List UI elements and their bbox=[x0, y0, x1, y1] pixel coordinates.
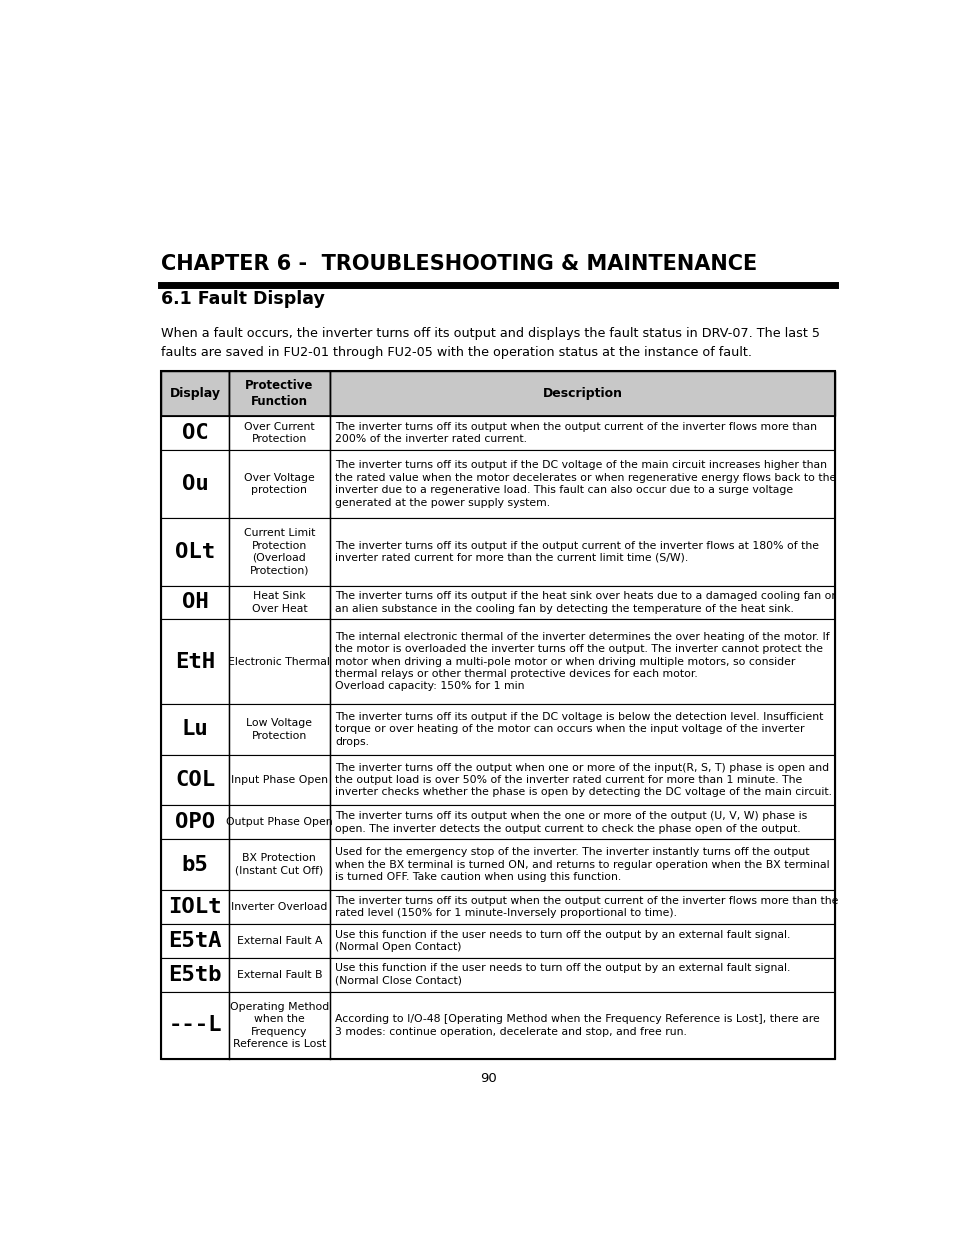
Text: According to I/O-48 [Operating Method when the Frequency Reference is Lost], the: According to I/O-48 [Operating Method wh… bbox=[335, 1014, 819, 1036]
Bar bbox=[229, 924, 330, 957]
Text: The inverter turns off the output when one or more of the input(R, S, T) phase i: The inverter turns off the output when o… bbox=[335, 763, 831, 798]
Bar bbox=[229, 840, 330, 890]
Text: Current Limit
Protection
(Overload
Protection): Current Limit Protection (Overload Prote… bbox=[243, 529, 314, 576]
Bar bbox=[161, 620, 229, 704]
Text: Protective
Function: Protective Function bbox=[245, 379, 314, 408]
Bar bbox=[330, 992, 834, 1060]
Bar bbox=[330, 805, 834, 840]
Bar bbox=[229, 704, 330, 755]
Text: External Fault B: External Fault B bbox=[236, 969, 322, 979]
Bar bbox=[330, 585, 834, 620]
Bar bbox=[161, 704, 229, 755]
Text: The inverter turns off its output if the output current of the inverter flows at: The inverter turns off its output if the… bbox=[335, 541, 819, 563]
Text: OH: OH bbox=[181, 593, 208, 613]
Bar bbox=[330, 370, 834, 416]
Text: Input Phase Open: Input Phase Open bbox=[231, 776, 328, 785]
Bar bbox=[161, 805, 229, 840]
Text: Use this function if the user needs to turn off the output by an external fault : Use this function if the user needs to t… bbox=[335, 930, 790, 952]
Text: The inverter turns off its output when the output current of the inverter flows : The inverter turns off its output when t… bbox=[335, 422, 817, 445]
Text: Heat Sink
Over Heat: Heat Sink Over Heat bbox=[252, 592, 307, 614]
Text: The inverter turns off its output when the one or more of the output (U, V, W) p: The inverter turns off its output when t… bbox=[335, 811, 806, 834]
Text: 6.1 Fault Display: 6.1 Fault Display bbox=[161, 290, 325, 308]
Text: OC: OC bbox=[181, 424, 208, 443]
Bar bbox=[330, 924, 834, 957]
Text: Display: Display bbox=[170, 387, 220, 400]
Text: Over Voltage
protection: Over Voltage protection bbox=[244, 473, 314, 495]
Bar bbox=[161, 517, 229, 585]
Bar bbox=[229, 451, 330, 517]
Bar bbox=[229, 755, 330, 805]
Bar bbox=[229, 957, 330, 992]
Text: Low Voltage
Protection: Low Voltage Protection bbox=[246, 718, 312, 741]
Text: External Fault A: External Fault A bbox=[236, 936, 322, 946]
Bar bbox=[330, 451, 834, 517]
Text: Output Phase Open: Output Phase Open bbox=[226, 818, 333, 827]
Text: OPO: OPO bbox=[174, 813, 214, 832]
Bar bbox=[330, 890, 834, 924]
Text: b5: b5 bbox=[181, 855, 208, 874]
Bar bbox=[229, 585, 330, 620]
Bar bbox=[229, 620, 330, 704]
Bar bbox=[330, 957, 834, 992]
Text: E5tb: E5tb bbox=[168, 965, 221, 984]
Bar bbox=[229, 370, 330, 416]
Text: 90: 90 bbox=[480, 1072, 497, 1084]
Text: When a fault occurs, the inverter turns off its output and displays the fault st: When a fault occurs, the inverter turns … bbox=[161, 327, 820, 359]
Text: Ou: Ou bbox=[181, 474, 208, 494]
Bar bbox=[330, 517, 834, 585]
Bar bbox=[161, 451, 229, 517]
Bar bbox=[330, 840, 834, 890]
Bar bbox=[229, 890, 330, 924]
Text: The inverter turns off its output if the DC voltage is below the detection level: The inverter turns off its output if the… bbox=[335, 711, 822, 747]
Bar bbox=[161, 957, 229, 992]
Text: IOLt: IOLt bbox=[168, 897, 221, 916]
Text: E5tA: E5tA bbox=[168, 931, 221, 951]
Text: Lu: Lu bbox=[181, 719, 208, 740]
Text: ---L: ---L bbox=[168, 1015, 221, 1035]
Text: OLt: OLt bbox=[174, 542, 214, 562]
Text: COL: COL bbox=[174, 771, 214, 790]
Text: The inverter turns off its output when the output current of the inverter flows : The inverter turns off its output when t… bbox=[335, 895, 838, 918]
Bar bbox=[330, 704, 834, 755]
Bar bbox=[229, 416, 330, 451]
Text: CHAPTER 6 -  TROUBLESHOOTING & MAINTENANCE: CHAPTER 6 - TROUBLESHOOTING & MAINTENANC… bbox=[161, 253, 757, 274]
Bar bbox=[161, 992, 229, 1060]
Bar bbox=[161, 890, 229, 924]
Text: Operating Method
when the
Frequency
Reference is Lost: Operating Method when the Frequency Refe… bbox=[230, 1002, 329, 1049]
Text: The internal electronic thermal of the inverter determines the over heating of t: The internal electronic thermal of the i… bbox=[335, 632, 829, 692]
Text: Use this function if the user needs to turn off the output by an external fault : Use this function if the user needs to t… bbox=[335, 963, 790, 986]
Bar bbox=[161, 755, 229, 805]
Text: The inverter turns off its output if the heat sink over heats due to a damaged c: The inverter turns off its output if the… bbox=[335, 592, 835, 614]
Bar bbox=[161, 416, 229, 451]
Text: EtH: EtH bbox=[174, 652, 214, 672]
Bar bbox=[229, 517, 330, 585]
Text: Used for the emergency stop of the inverter. The inverter instantly turns off th: Used for the emergency stop of the inver… bbox=[335, 847, 829, 882]
Text: Description: Description bbox=[542, 387, 621, 400]
Bar bbox=[229, 992, 330, 1060]
Bar bbox=[330, 620, 834, 704]
Bar bbox=[161, 924, 229, 957]
Bar bbox=[161, 370, 229, 416]
Text: Electronic Thermal: Electronic Thermal bbox=[228, 657, 330, 667]
Text: The inverter turns off its output if the DC voltage of the main circuit increase: The inverter turns off its output if the… bbox=[335, 461, 836, 508]
Bar bbox=[161, 840, 229, 890]
Text: Over Current
Protection: Over Current Protection bbox=[244, 422, 314, 445]
Text: Inverter Overload: Inverter Overload bbox=[231, 902, 327, 911]
Bar bbox=[330, 416, 834, 451]
Bar bbox=[161, 370, 834, 1060]
Bar bbox=[229, 805, 330, 840]
Bar bbox=[330, 755, 834, 805]
Bar bbox=[161, 585, 229, 620]
Text: BX Protection
(Instant Cut Off): BX Protection (Instant Cut Off) bbox=[235, 853, 323, 876]
